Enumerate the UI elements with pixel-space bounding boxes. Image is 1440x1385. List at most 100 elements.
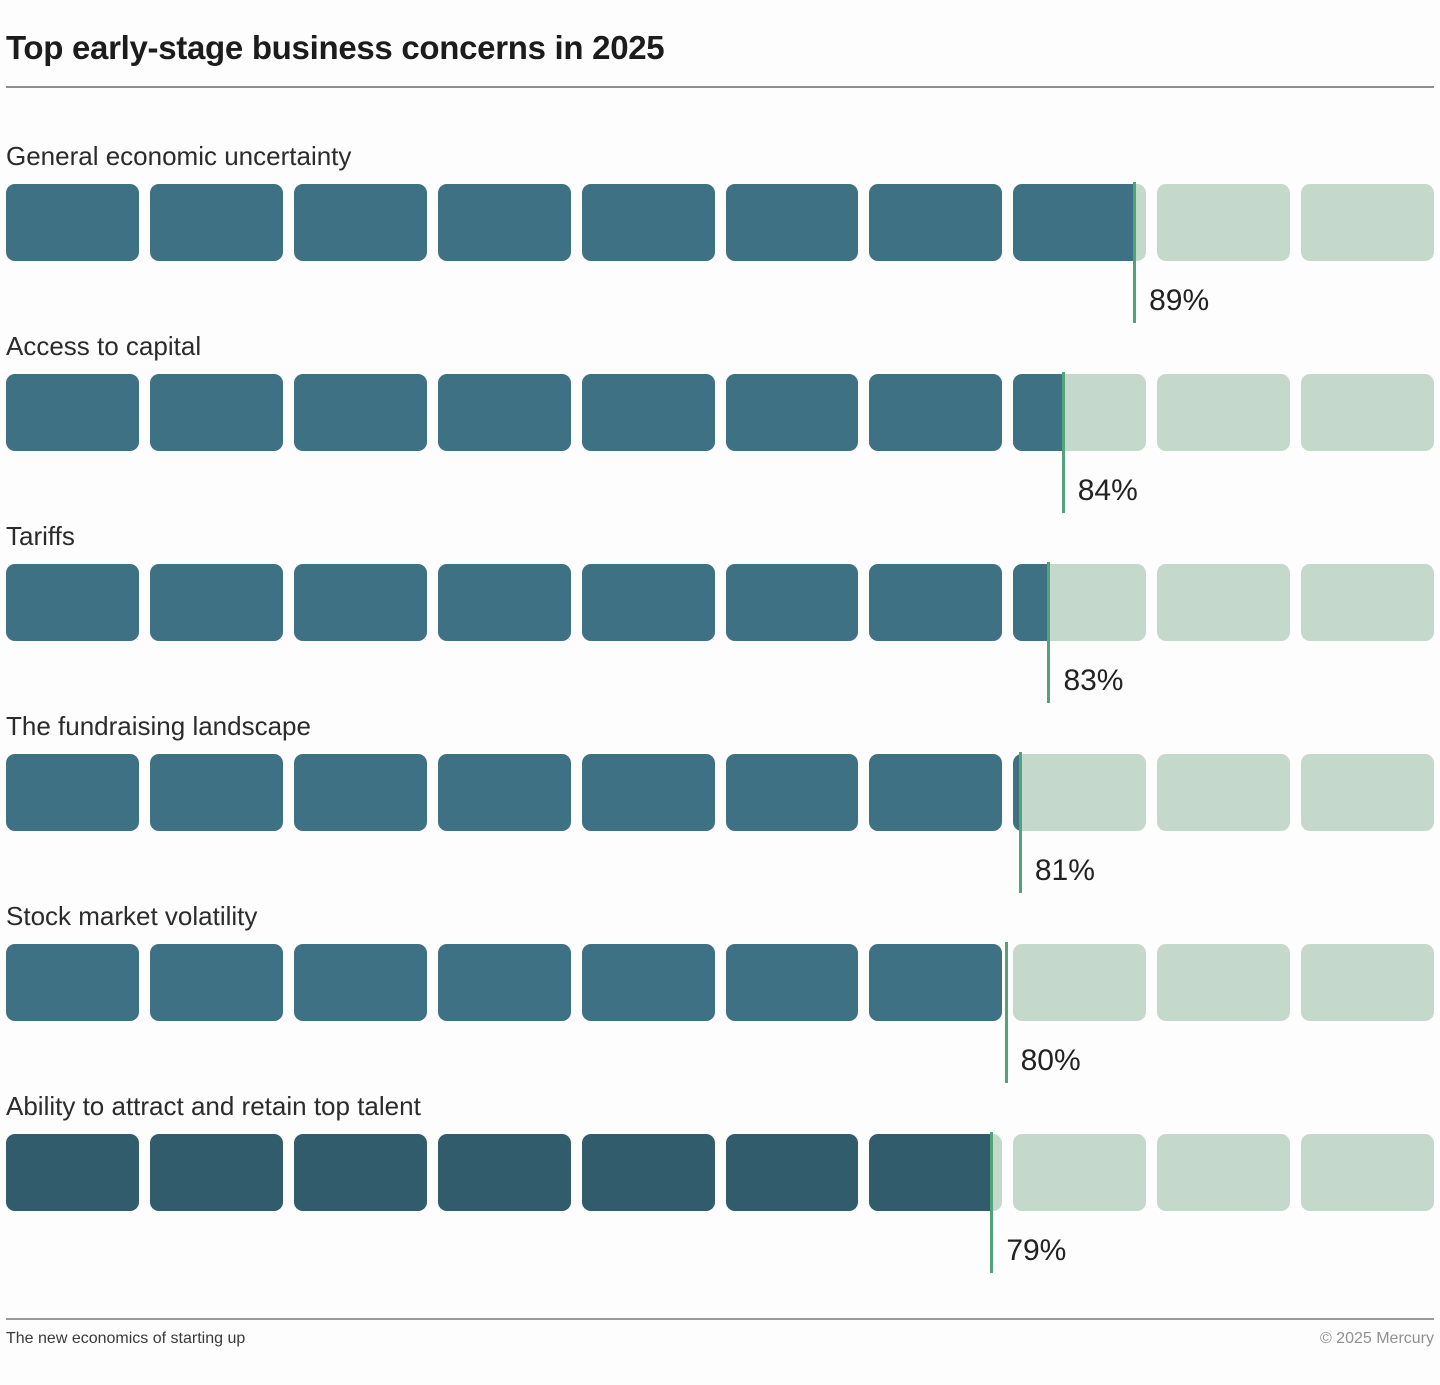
bar-block	[149, 754, 283, 831]
bar-block	[1157, 1134, 1291, 1211]
bar-block	[293, 944, 427, 1021]
bar-track	[6, 1134, 1435, 1211]
bar-block	[725, 564, 859, 641]
bar-row: Tariffs 83%	[6, 496, 1435, 703]
category-label: Tariffs	[6, 521, 75, 551]
category-label: General economic uncertainty	[6, 141, 352, 171]
bar-row: General economic uncertainty 89%	[6, 116, 1435, 323]
value-label: 89%	[1149, 284, 1210, 317]
bar-track	[6, 944, 1435, 1021]
bar-block	[869, 564, 1003, 641]
bar-block	[581, 564, 715, 641]
bar-track	[6, 374, 1435, 451]
value-label: 84%	[1077, 474, 1138, 507]
bar-wrap: 83%	[6, 562, 1435, 703]
category-label: The fundraising landscape	[6, 711, 311, 741]
bar-block	[1301, 564, 1435, 641]
bar-block	[1157, 754, 1291, 831]
bar-block	[1157, 564, 1291, 641]
bar-block	[149, 184, 283, 261]
bar-row: The fundraising landscape 81%	[6, 686, 1435, 893]
marker-line	[1061, 372, 1065, 513]
bar-block	[581, 1134, 715, 1211]
bar-block	[6, 374, 139, 451]
bar-block	[437, 374, 571, 451]
bar-block	[1013, 184, 1147, 261]
bar-block	[6, 944, 139, 1021]
bar-block	[6, 754, 139, 831]
bar-track	[6, 754, 1435, 831]
bar-block	[293, 1134, 427, 1211]
bar-block	[1013, 944, 1147, 1021]
bar-block	[725, 754, 859, 831]
bar-wrap: 79%	[6, 1132, 1435, 1273]
bar-block	[1013, 564, 1147, 641]
bar-block	[869, 944, 1003, 1021]
marker-line	[990, 1132, 994, 1273]
bar-block	[1301, 374, 1435, 451]
bar-row: Ability to attract and retain top talent…	[6, 1066, 1435, 1273]
bar-block	[149, 944, 283, 1021]
bar-block	[1013, 374, 1147, 451]
bar-track	[6, 564, 1435, 641]
bar-block	[437, 184, 571, 261]
bar-block	[581, 374, 715, 451]
bar-block	[869, 184, 1003, 261]
bar-block	[437, 1134, 571, 1211]
bar-block	[293, 564, 427, 641]
bar-block	[725, 1134, 859, 1211]
bar-block	[6, 1134, 139, 1211]
bar-block	[293, 754, 427, 831]
bar-row: Access to capital 84%	[6, 306, 1435, 513]
bar-block	[6, 184, 139, 261]
bar-block	[1013, 754, 1147, 831]
bar-block	[293, 374, 427, 451]
bar-block	[1301, 184, 1435, 261]
footer-divider	[6, 1318, 1434, 1320]
footer-copyright: © 2025 Mercury	[1319, 1330, 1434, 1347]
category-label: Ability to attract and retain top talent	[6, 1091, 421, 1121]
bar-block	[437, 754, 571, 831]
bar-block	[869, 1134, 1003, 1211]
bar-track	[6, 184, 1435, 261]
bar-block	[149, 1134, 283, 1211]
title-divider	[6, 86, 1434, 88]
bar-block	[869, 374, 1003, 451]
bar-block	[437, 944, 571, 1021]
bar-block	[149, 374, 283, 451]
bar-block	[1301, 1134, 1435, 1211]
marker-line	[1018, 752, 1022, 893]
page-title: Top early-stage business concerns in 202…	[6, 29, 665, 66]
bar-row: Stock market volatility 80%	[6, 876, 1435, 1083]
bar-block	[1301, 754, 1435, 831]
bar-block	[1013, 1134, 1147, 1211]
bar-block	[437, 564, 571, 641]
bar-block	[581, 754, 715, 831]
value-label: 80%	[1020, 1044, 1081, 1077]
bar-block	[581, 184, 715, 261]
bar-wrap: 84%	[6, 372, 1435, 513]
bar-block	[869, 754, 1003, 831]
category-label: Stock market volatility	[6, 901, 258, 931]
bar-block	[6, 564, 139, 641]
bar-wrap: 81%	[6, 752, 1435, 893]
bar-block	[1157, 374, 1291, 451]
bar-block	[725, 944, 859, 1021]
bar-block	[1157, 944, 1291, 1021]
bar-block	[1157, 184, 1291, 261]
bar-block	[293, 184, 427, 261]
value-label: 83%	[1063, 664, 1124, 697]
bar-block	[149, 564, 283, 641]
bar-block	[725, 374, 859, 451]
bar-block	[1301, 944, 1435, 1021]
footer: The new economics of starting up © 2025 …	[6, 1330, 1434, 1348]
bar-block	[581, 944, 715, 1021]
value-label: 81%	[1034, 854, 1095, 887]
marker-line	[1004, 942, 1008, 1083]
marker-line	[1047, 562, 1051, 703]
bar-block	[725, 184, 859, 261]
rows: General economic uncertainty 89% Access …	[6, 116, 1435, 1273]
bar-wrap: 89%	[6, 182, 1435, 323]
category-label: Access to capital	[6, 331, 202, 361]
